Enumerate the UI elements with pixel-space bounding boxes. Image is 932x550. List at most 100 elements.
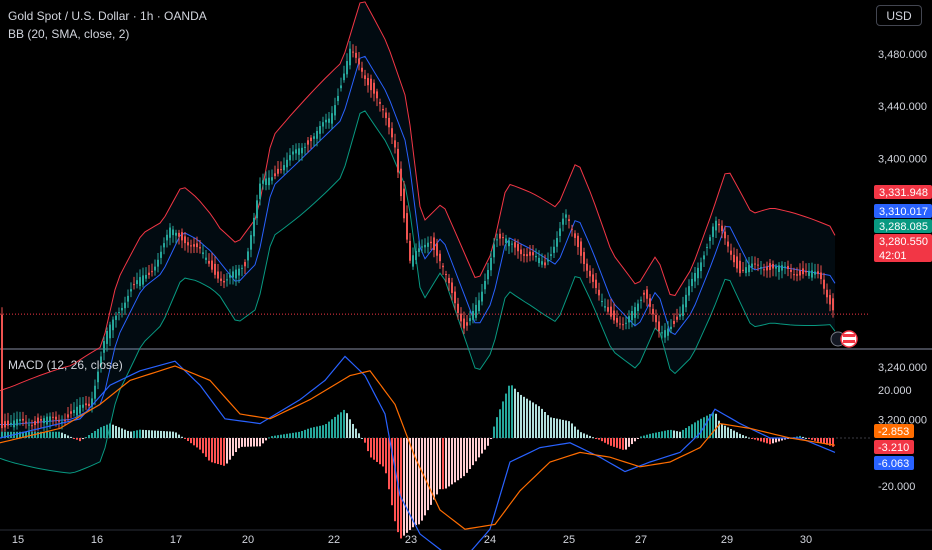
price-badge[interactable] xyxy=(874,234,932,262)
macd-histogram-bar xyxy=(313,427,315,438)
candle-body xyxy=(253,217,255,237)
price-badge[interactable] xyxy=(874,204,932,218)
candle-body xyxy=(484,281,486,290)
candle-body xyxy=(769,263,771,271)
macd-histogram-bar xyxy=(775,438,777,443)
candle-body xyxy=(346,61,348,75)
macd-histogram-bar xyxy=(235,438,237,453)
candle-body xyxy=(223,281,225,283)
macd-histogram-bar xyxy=(307,428,309,438)
macd-histogram-bar xyxy=(22,431,24,438)
price-badge[interactable] xyxy=(874,185,932,199)
macd-histogram-bar xyxy=(379,438,381,465)
price-tick-label: 3,480.000 xyxy=(878,49,927,61)
candle-body xyxy=(715,220,717,231)
macd-badge[interactable] xyxy=(874,440,914,454)
candle-body xyxy=(649,298,651,307)
macd-legend[interactable]: MACD (12, 26, close) xyxy=(8,358,123,372)
candle-body xyxy=(304,146,306,148)
candle-body xyxy=(331,113,333,124)
macd-histogram-bar xyxy=(598,438,600,440)
macd-histogram-bar xyxy=(223,438,225,466)
macd-histogram-bar xyxy=(754,438,756,440)
candle-body xyxy=(553,246,555,253)
macd-histogram-bar xyxy=(175,432,177,438)
macd-histogram-bar xyxy=(544,412,546,438)
candle-body xyxy=(460,313,462,322)
macd-histogram-bar xyxy=(625,438,627,450)
bb-legend[interactable]: BB (20, SMA, close, 2) xyxy=(8,27,130,41)
candle-body xyxy=(25,421,27,423)
macd-histogram-bar xyxy=(70,436,72,438)
candle-body xyxy=(115,315,117,320)
candle-body xyxy=(148,272,150,275)
currency-button[interactable]: USD xyxy=(876,5,922,26)
candle-body xyxy=(562,218,564,225)
macd-histogram-bar xyxy=(49,431,51,438)
macd-histogram-bar xyxy=(808,438,810,439)
macd-histogram-bar xyxy=(172,431,174,438)
macd-histogram-bar xyxy=(535,404,537,438)
macd-histogram-bar xyxy=(490,438,492,440)
macd-histogram-bar xyxy=(145,430,147,438)
candle-body xyxy=(631,311,633,321)
candle-body xyxy=(532,252,534,256)
price-badge[interactable] xyxy=(874,219,932,233)
price-tick-label: 3,400.000 xyxy=(878,153,927,165)
macd-histogram-bar xyxy=(604,438,606,443)
macd-histogram-bar xyxy=(220,438,222,465)
macd-histogram-bar xyxy=(271,436,273,438)
macd-badge[interactable] xyxy=(874,456,914,470)
candle-body xyxy=(289,155,291,161)
macd-histogram-bar xyxy=(577,429,579,438)
candle-body xyxy=(193,244,195,247)
candle-body xyxy=(157,259,159,267)
macd-histogram-bar xyxy=(85,437,87,439)
price-tick-label: 3,240.000 xyxy=(878,362,927,374)
macd-histogram-bar xyxy=(505,393,507,438)
candle-body xyxy=(604,306,606,308)
macd-histogram-bar xyxy=(73,438,75,439)
macd-histogram-bar xyxy=(739,433,741,438)
macd-histogram-bar xyxy=(502,401,504,438)
candle-body xyxy=(724,231,726,239)
macd-histogram-bar xyxy=(46,431,48,438)
macd-histogram-bar xyxy=(286,433,288,438)
macd-badge[interactable] xyxy=(874,424,914,438)
candle-body xyxy=(412,255,414,267)
candle-body xyxy=(457,303,459,313)
macd-histogram-bar xyxy=(676,431,678,438)
candle-body xyxy=(160,251,162,258)
candle-body xyxy=(559,228,561,236)
macd-histogram-bar xyxy=(43,431,45,438)
macd-tick-label: 20.000 xyxy=(878,385,912,397)
macd-histogram-bar xyxy=(184,438,186,439)
candle-body xyxy=(568,219,570,221)
macd-histogram-bar xyxy=(832,438,834,447)
macd-histogram-bar xyxy=(454,438,456,483)
macd-histogram-bar xyxy=(115,425,117,438)
candle-body xyxy=(721,225,723,232)
candle-body xyxy=(781,265,783,271)
candle-body xyxy=(601,301,603,303)
us-flag-stripe-icon xyxy=(843,334,855,337)
macd-histogram-bar xyxy=(529,400,531,438)
macd-histogram-bar xyxy=(199,438,201,450)
us-flag-icon[interactable] xyxy=(840,330,858,348)
candle-body xyxy=(241,267,243,269)
candle-body xyxy=(547,260,549,262)
macd-histogram-bar xyxy=(700,418,702,438)
candle-body xyxy=(364,75,366,79)
symbol-title[interactable]: Gold Spot / U.S. Dollar · 1h · OANDA xyxy=(8,9,207,23)
candle-body xyxy=(79,405,81,414)
candle-body xyxy=(211,260,213,270)
time-tick-label: 22 xyxy=(328,534,340,546)
macd-histogram-bar xyxy=(730,428,732,438)
macd-histogram-bar xyxy=(811,438,813,440)
macd-histogram-bar xyxy=(211,438,213,463)
macd-histogram-bar xyxy=(766,438,768,444)
candle-body xyxy=(592,274,594,282)
candle-body xyxy=(277,168,279,174)
candle-body xyxy=(310,137,312,142)
